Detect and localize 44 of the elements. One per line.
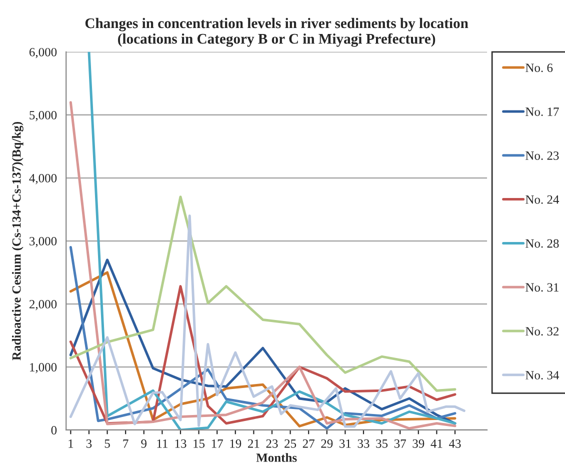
x-tick-label: 31	[340, 439, 351, 448]
x-tick-label: 21	[248, 439, 260, 448]
x-axis-title: Months	[256, 453, 297, 462]
x-tick-label: 37	[394, 439, 406, 448]
y-tick-label: 6,000	[29, 48, 57, 58]
legend-label: No. 17	[526, 108, 559, 116]
x-tick-label: 43	[448, 439, 461, 448]
line-series	[88, 52, 456, 430]
legend-label: No. 31	[526, 283, 558, 292]
x-tick-label: 15	[194, 439, 205, 448]
legend-label: No. 34	[526, 371, 560, 380]
x-tick-label: 27	[302, 439, 314, 448]
legend-label: No. 32	[526, 327, 559, 336]
x-tick-label: 33	[358, 439, 370, 448]
x-tick-label: 29	[321, 439, 333, 448]
legend-label: No. 24	[526, 195, 560, 204]
y-tick-label: 2,000	[30, 300, 57, 310]
x-tick-label: 13	[175, 439, 186, 448]
line-series	[69, 196, 456, 392]
x-tick-label: 19	[230, 439, 242, 448]
chart-title: Changes in concentration levels in river sediments by location (locations in Category B or C in Miyagi Prefecture)	[85, 18, 468, 47]
x-tick-label: 35	[376, 439, 388, 448]
y-tick-label: 4,000	[29, 174, 57, 184]
x-tick-label: 1	[68, 439, 74, 448]
x-tick-label: 23	[266, 439, 278, 448]
legend-label: No. 28	[526, 239, 559, 248]
y-axis-title: Radioactive Cesium (Cs-134+Cs-137)(Bq/kg)	[12, 122, 24, 360]
x-tick-label: 25	[284, 439, 296, 448]
legend-label: No. 23	[526, 151, 559, 160]
x-tick-label: 17	[212, 439, 223, 448]
y-tick-label: 0	[51, 426, 57, 434]
y-tick-label: 3,000	[30, 236, 57, 248]
line-series	[69, 101, 456, 430]
x-tick-label: 7	[123, 440, 128, 448]
x-tick-label: 9	[141, 439, 146, 448]
x-tick-label: 39	[412, 439, 424, 448]
x-tick-label: 41	[430, 439, 442, 448]
x-tick-label: 3	[86, 439, 92, 448]
y-tick-label: 5,000	[30, 110, 57, 122]
y-tick-label: 1,000	[30, 363, 57, 374]
line-series	[69, 214, 466, 428]
x-tick-label: 5	[104, 440, 110, 448]
x-tick-label: 11	[157, 439, 168, 448]
legend-label: No. 6	[526, 64, 553, 72]
